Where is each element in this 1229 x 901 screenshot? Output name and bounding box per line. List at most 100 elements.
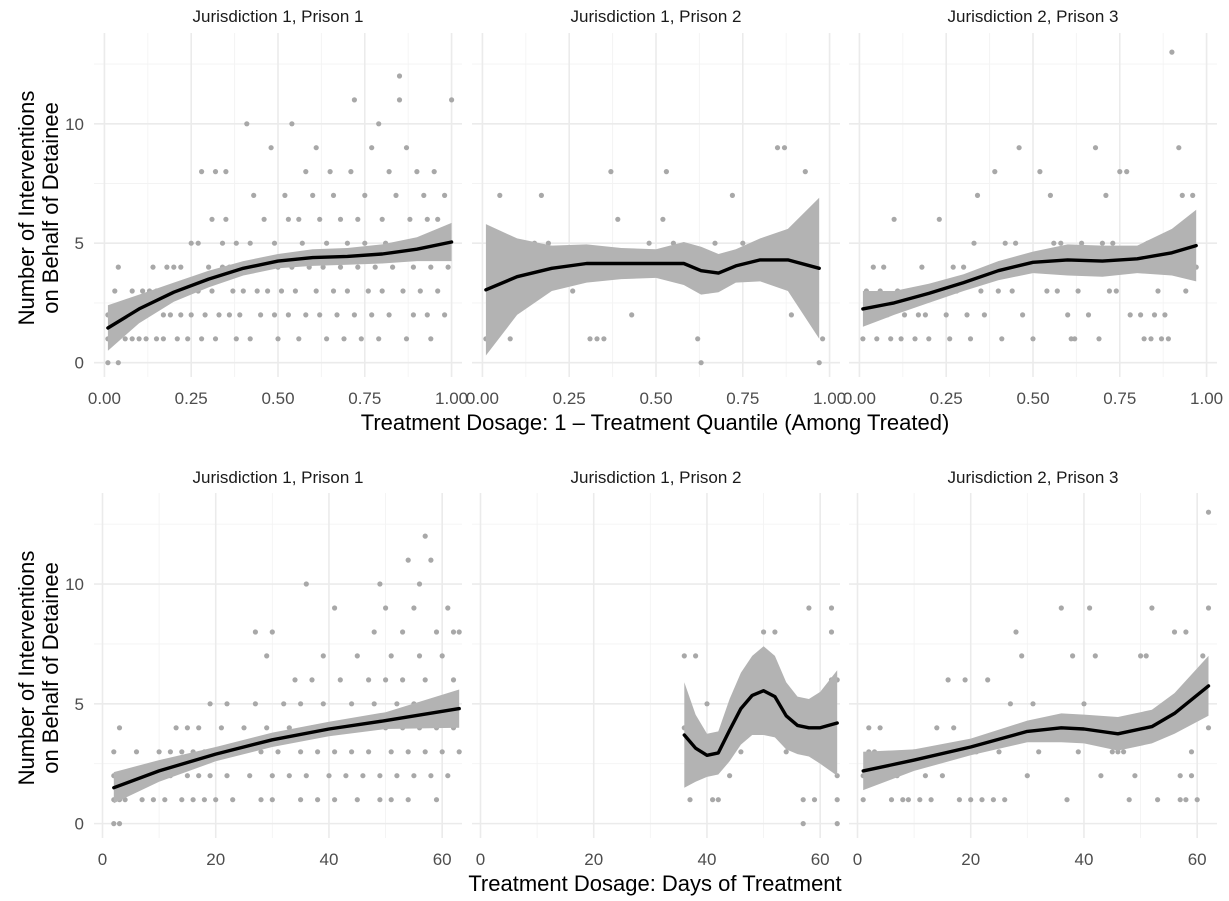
smooth-fit-line	[484, 258, 821, 292]
data-point	[1002, 240, 1008, 246]
data-point	[286, 725, 292, 731]
data-point	[348, 169, 354, 175]
data-point	[366, 677, 372, 683]
data-point	[901, 312, 908, 318]
data-point	[285, 216, 291, 222]
smooth-fit-line	[861, 243, 1198, 311]
data-point	[416, 653, 423, 659]
data-point	[740, 240, 746, 246]
data-point	[393, 192, 399, 198]
panel-title: Jurisdiction 1, Prison 1	[192, 7, 363, 26]
smooth-fit-line	[682, 689, 839, 757]
data-point	[450, 629, 457, 635]
data-point	[874, 336, 880, 342]
data-point	[1148, 336, 1154, 342]
data-point	[888, 336, 894, 342]
data-point	[265, 288, 271, 294]
data-point	[870, 264, 876, 270]
data-point	[388, 653, 394, 659]
data-point	[226, 312, 232, 318]
data-point	[981, 312, 988, 318]
data-point	[783, 749, 789, 755]
data-point	[545, 240, 552, 246]
data-point	[247, 240, 253, 246]
data-point	[344, 288, 350, 294]
smooth-fit-line	[112, 706, 461, 790]
data-point	[615, 216, 621, 222]
data-point	[292, 288, 298, 294]
data-point	[1165, 336, 1171, 342]
data-point	[386, 312, 392, 318]
data-point	[538, 192, 545, 198]
data-point	[212, 336, 219, 342]
smooth-fit-line	[106, 240, 454, 330]
x-tick-label: 20	[584, 850, 603, 869]
data-point	[244, 121, 250, 127]
data-point	[140, 288, 146, 294]
data-point	[403, 145, 410, 151]
data-point	[371, 629, 377, 635]
data-point	[1183, 288, 1189, 294]
data-point	[866, 725, 872, 731]
data-point	[802, 169, 808, 175]
data-point	[349, 749, 355, 755]
data-point	[881, 264, 887, 270]
data-point	[296, 336, 302, 342]
data-point	[1155, 288, 1161, 294]
data-point	[269, 797, 275, 803]
data-point	[1188, 749, 1195, 755]
data-point	[800, 797, 806, 803]
data-point	[693, 653, 699, 659]
y-axis-title-line: Number of Interventions	[14, 91, 39, 326]
data-point	[1075, 749, 1081, 755]
y-axis-title-line: Number of Interventions	[14, 551, 39, 786]
data-point	[190, 797, 196, 803]
data-point	[351, 97, 357, 103]
x-tick-label: 0	[98, 850, 107, 869]
data-point	[369, 312, 375, 318]
data-point	[369, 145, 375, 151]
data-point	[816, 360, 822, 366]
data-point	[332, 749, 338, 755]
data-point	[252, 629, 258, 635]
data-point	[1058, 605, 1064, 611]
data-point	[365, 288, 371, 294]
data-point	[162, 797, 168, 803]
data-point	[424, 312, 430, 318]
data-point	[1205, 725, 1212, 731]
smooth-fit-line	[861, 684, 1211, 773]
data-point	[1151, 312, 1158, 318]
x-tick-label: 1.00	[1190, 389, 1223, 408]
data-point	[230, 288, 236, 294]
data-point	[400, 288, 406, 294]
data-point	[383, 605, 389, 611]
data-point	[216, 312, 222, 318]
data-point	[439, 749, 445, 755]
data-point	[1115, 749, 1121, 755]
data-point	[258, 312, 264, 318]
data-point	[327, 169, 333, 175]
data-point	[1117, 169, 1123, 175]
data-point	[428, 773, 434, 779]
data-point	[150, 797, 156, 803]
data-point	[698, 360, 704, 366]
data-point	[806, 605, 812, 611]
data-point	[943, 312, 949, 318]
data-point	[1138, 653, 1144, 659]
data-point	[974, 192, 981, 198]
data-point	[174, 336, 180, 342]
confidence-band	[113, 689, 460, 804]
data-point	[435, 216, 441, 222]
data-point	[133, 749, 140, 755]
data-point	[223, 216, 229, 222]
data-point	[1126, 797, 1132, 803]
data-point	[178, 312, 184, 318]
data-point	[179, 797, 185, 803]
data-point	[410, 264, 416, 270]
data-point	[1155, 797, 1161, 803]
data-point	[1149, 605, 1155, 611]
data-point	[212, 169, 219, 175]
data-point	[153, 336, 160, 342]
data-point	[967, 336, 974, 342]
x-tick-label: 60	[433, 850, 452, 869]
